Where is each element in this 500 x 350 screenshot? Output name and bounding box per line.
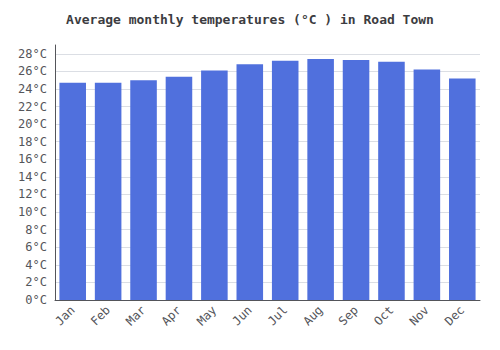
svg-text:Mar: Mar: [123, 303, 148, 328]
svg-text:4°C: 4°C: [25, 258, 47, 272]
svg-text:Jun: Jun: [230, 303, 255, 328]
svg-text:Sep: Sep: [336, 303, 361, 328]
svg-text:2°C: 2°C: [25, 275, 47, 289]
svg-text:26°C: 26°C: [18, 64, 47, 78]
svg-text:10°C: 10°C: [18, 205, 47, 219]
svg-text:8°C: 8°C: [25, 223, 47, 237]
svg-text:Jan: Jan: [52, 303, 77, 328]
svg-text:Average monthly temperatures (: Average monthly temperatures (°C ) in Ro…: [66, 12, 434, 27]
svg-text:6°C: 6°C: [25, 240, 47, 254]
svg-text:18°C: 18°C: [18, 135, 47, 149]
svg-text:28°C: 28°C: [18, 47, 47, 61]
svg-text:Feb: Feb: [88, 303, 113, 328]
svg-text:Aug: Aug: [300, 303, 325, 328]
svg-text:Nov: Nov: [407, 303, 432, 328]
svg-text:Oct: Oct: [371, 303, 396, 328]
svg-text:Jul: Jul: [265, 303, 290, 328]
svg-text:May: May: [194, 303, 219, 328]
svg-text:20°C: 20°C: [18, 117, 47, 131]
svg-text:24°C: 24°C: [18, 82, 47, 96]
svg-text:Dec: Dec: [442, 303, 467, 328]
svg-text:12°C: 12°C: [18, 187, 47, 201]
svg-text:Apr: Apr: [159, 303, 184, 328]
svg-text:16°C: 16°C: [18, 152, 47, 166]
svg-text:0°C: 0°C: [25, 293, 47, 307]
svg-text:22°C: 22°C: [18, 100, 47, 114]
svg-text:14°C: 14°C: [18, 170, 47, 184]
